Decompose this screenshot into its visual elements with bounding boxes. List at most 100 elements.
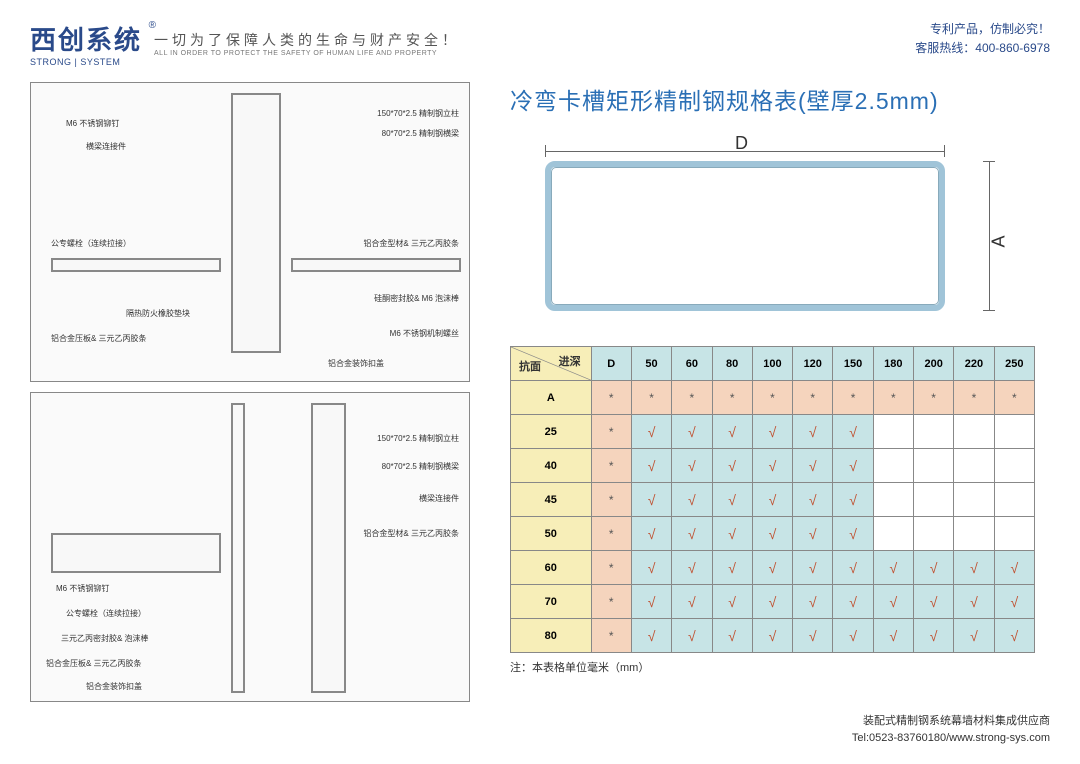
cell-available: √ [793,449,833,483]
cell-available: √ [672,517,712,551]
profile-rect [545,161,945,311]
corner-top: 进深 [559,353,581,369]
footer-line2: Tel:0523-83760180/www.strong-sys.com [852,730,1050,747]
cell-available: √ [833,483,873,517]
cell-available: √ [833,585,873,619]
cell-available: √ [994,551,1034,585]
cell-empty [873,449,913,483]
cell-available: √ [994,585,1034,619]
row-header: 50 [511,517,592,551]
cell-available: √ [712,619,752,653]
cell-available: √ [994,619,1034,653]
footer: 装配式精制钢系统幕墙材料集成供应商 Tel:0523-83760180/www.… [852,713,1050,746]
col-header: 180 [873,347,913,381]
cell-available: √ [712,449,752,483]
cell-star: * [873,381,913,415]
cell-available: √ [672,483,712,517]
tech-label: 隔热防火橡胶垫块 [126,308,190,319]
cell-star: * [994,381,1034,415]
cell-available: √ [631,551,671,585]
cell-star: * [591,483,631,517]
tech-label: M6 不锈钢铆钉 [56,583,109,594]
cell-empty [873,415,913,449]
col-header: 50 [631,347,671,381]
cell-star: * [591,449,631,483]
corner-bottom: 抗面 [519,358,541,374]
cell-empty [873,483,913,517]
cell-available: √ [793,415,833,449]
col-header: 250 [994,347,1034,381]
col-header: 200 [913,347,953,381]
slogan-cn: 一切为了保障人类的生命与财产安全！ [154,30,460,50]
cell-available: √ [672,585,712,619]
col-header: 80 [712,347,752,381]
cell-empty [913,449,953,483]
table-note: 注：本表格单位毫米（mm） [510,659,1050,675]
logo-cn: 西创系统 [30,20,142,57]
page-header: 西创系统 ® STRONG | SYSTEM 一切为了保障人类的生命与财产安全！… [30,20,1050,67]
cell-available: √ [913,551,953,585]
tech-label: 三元乙丙密封胶& 泡沫棒 [61,633,149,644]
tech-label: 80*70*2.5 精制钢横梁 [382,128,459,139]
cell-star: * [752,381,792,415]
cell-available: √ [752,449,792,483]
tech-label: 公专螺栓（连续拉接） [51,238,131,249]
header-right: 专利产品，仿制必究！ 客服热线：400-860-6978 [915,20,1050,58]
cell-available: √ [954,551,994,585]
tech-label: 150*70*2.5 精制钢立柱 [377,433,459,444]
cell-available: √ [631,619,671,653]
cell-star: * [793,381,833,415]
corner-cell: 进深 抗面 [511,347,592,381]
cell-available: √ [833,517,873,551]
cell-empty [994,415,1034,449]
col-header: 220 [954,347,994,381]
tech-label: 横梁连接件 [86,141,126,152]
row-header: 25 [511,415,592,449]
cell-available: √ [631,415,671,449]
row-header: 40 [511,449,592,483]
tech-label: 铝合金压板& 三元乙丙胶条 [51,333,147,344]
content: 150*70*2.5 精制钢立柱 80*70*2.5 精制钢横梁 M6 不锈钢铆… [30,82,1050,702]
spec-panel: 冷弯卡槽矩形精制钢规格表(壁厚2.5mm) D A 进深抗面D506080100… [510,82,1050,702]
cell-available: √ [793,483,833,517]
cell-available: √ [752,517,792,551]
cell-available: √ [873,619,913,653]
cell-available: √ [631,483,671,517]
cell-available: √ [873,585,913,619]
cell-available: √ [954,585,994,619]
cell-empty [954,415,994,449]
dim-label-d: D [735,133,748,154]
cell-star: * [672,381,712,415]
row-header-a: A [511,381,592,415]
cell-empty [994,517,1034,551]
technical-drawing-top: 150*70*2.5 精制钢立柱 80*70*2.5 精制钢横梁 M6 不锈钢铆… [30,82,470,382]
cell-available: √ [712,585,752,619]
cell-available: √ [752,551,792,585]
cell-empty [954,517,994,551]
cell-available: √ [793,551,833,585]
cell-available: √ [873,551,913,585]
cell-star: * [591,517,631,551]
slogan-en: ALL IN ORDER TO PROTECT THE SAFETY OF HU… [154,50,460,57]
cell-available: √ [672,415,712,449]
spec-table: 进深抗面D506080100120150180200220250A*******… [510,346,1035,653]
cell-available: √ [793,517,833,551]
row-header: 80 [511,619,592,653]
cell-empty [913,415,953,449]
cell-empty [913,483,953,517]
cell-star: * [954,381,994,415]
cell-star: * [913,381,953,415]
tech-label: M6 不锈钢机制螺丝 [390,328,459,339]
logo: 西创系统 ® STRONG | SYSTEM [30,20,142,67]
technical-drawing-bottom: 150*70*2.5 精制钢立柱 80*70*2.5 精制钢横梁 横梁连接件 铝… [30,392,470,702]
tech-label: 150*70*2.5 精制钢立柱 [377,108,459,119]
cell-star: * [591,381,631,415]
cell-star: * [833,381,873,415]
header-left: 西创系统 ® STRONG | SYSTEM 一切为了保障人类的生命与财产安全！… [30,20,460,67]
col-header: 150 [833,347,873,381]
cell-available: √ [752,483,792,517]
cell-available: √ [913,619,953,653]
tech-label: 铝合金型材& 三元乙丙胶条 [363,528,459,539]
cell-available: √ [954,619,994,653]
patent-notice: 专利产品，仿制必究！ [915,20,1050,39]
